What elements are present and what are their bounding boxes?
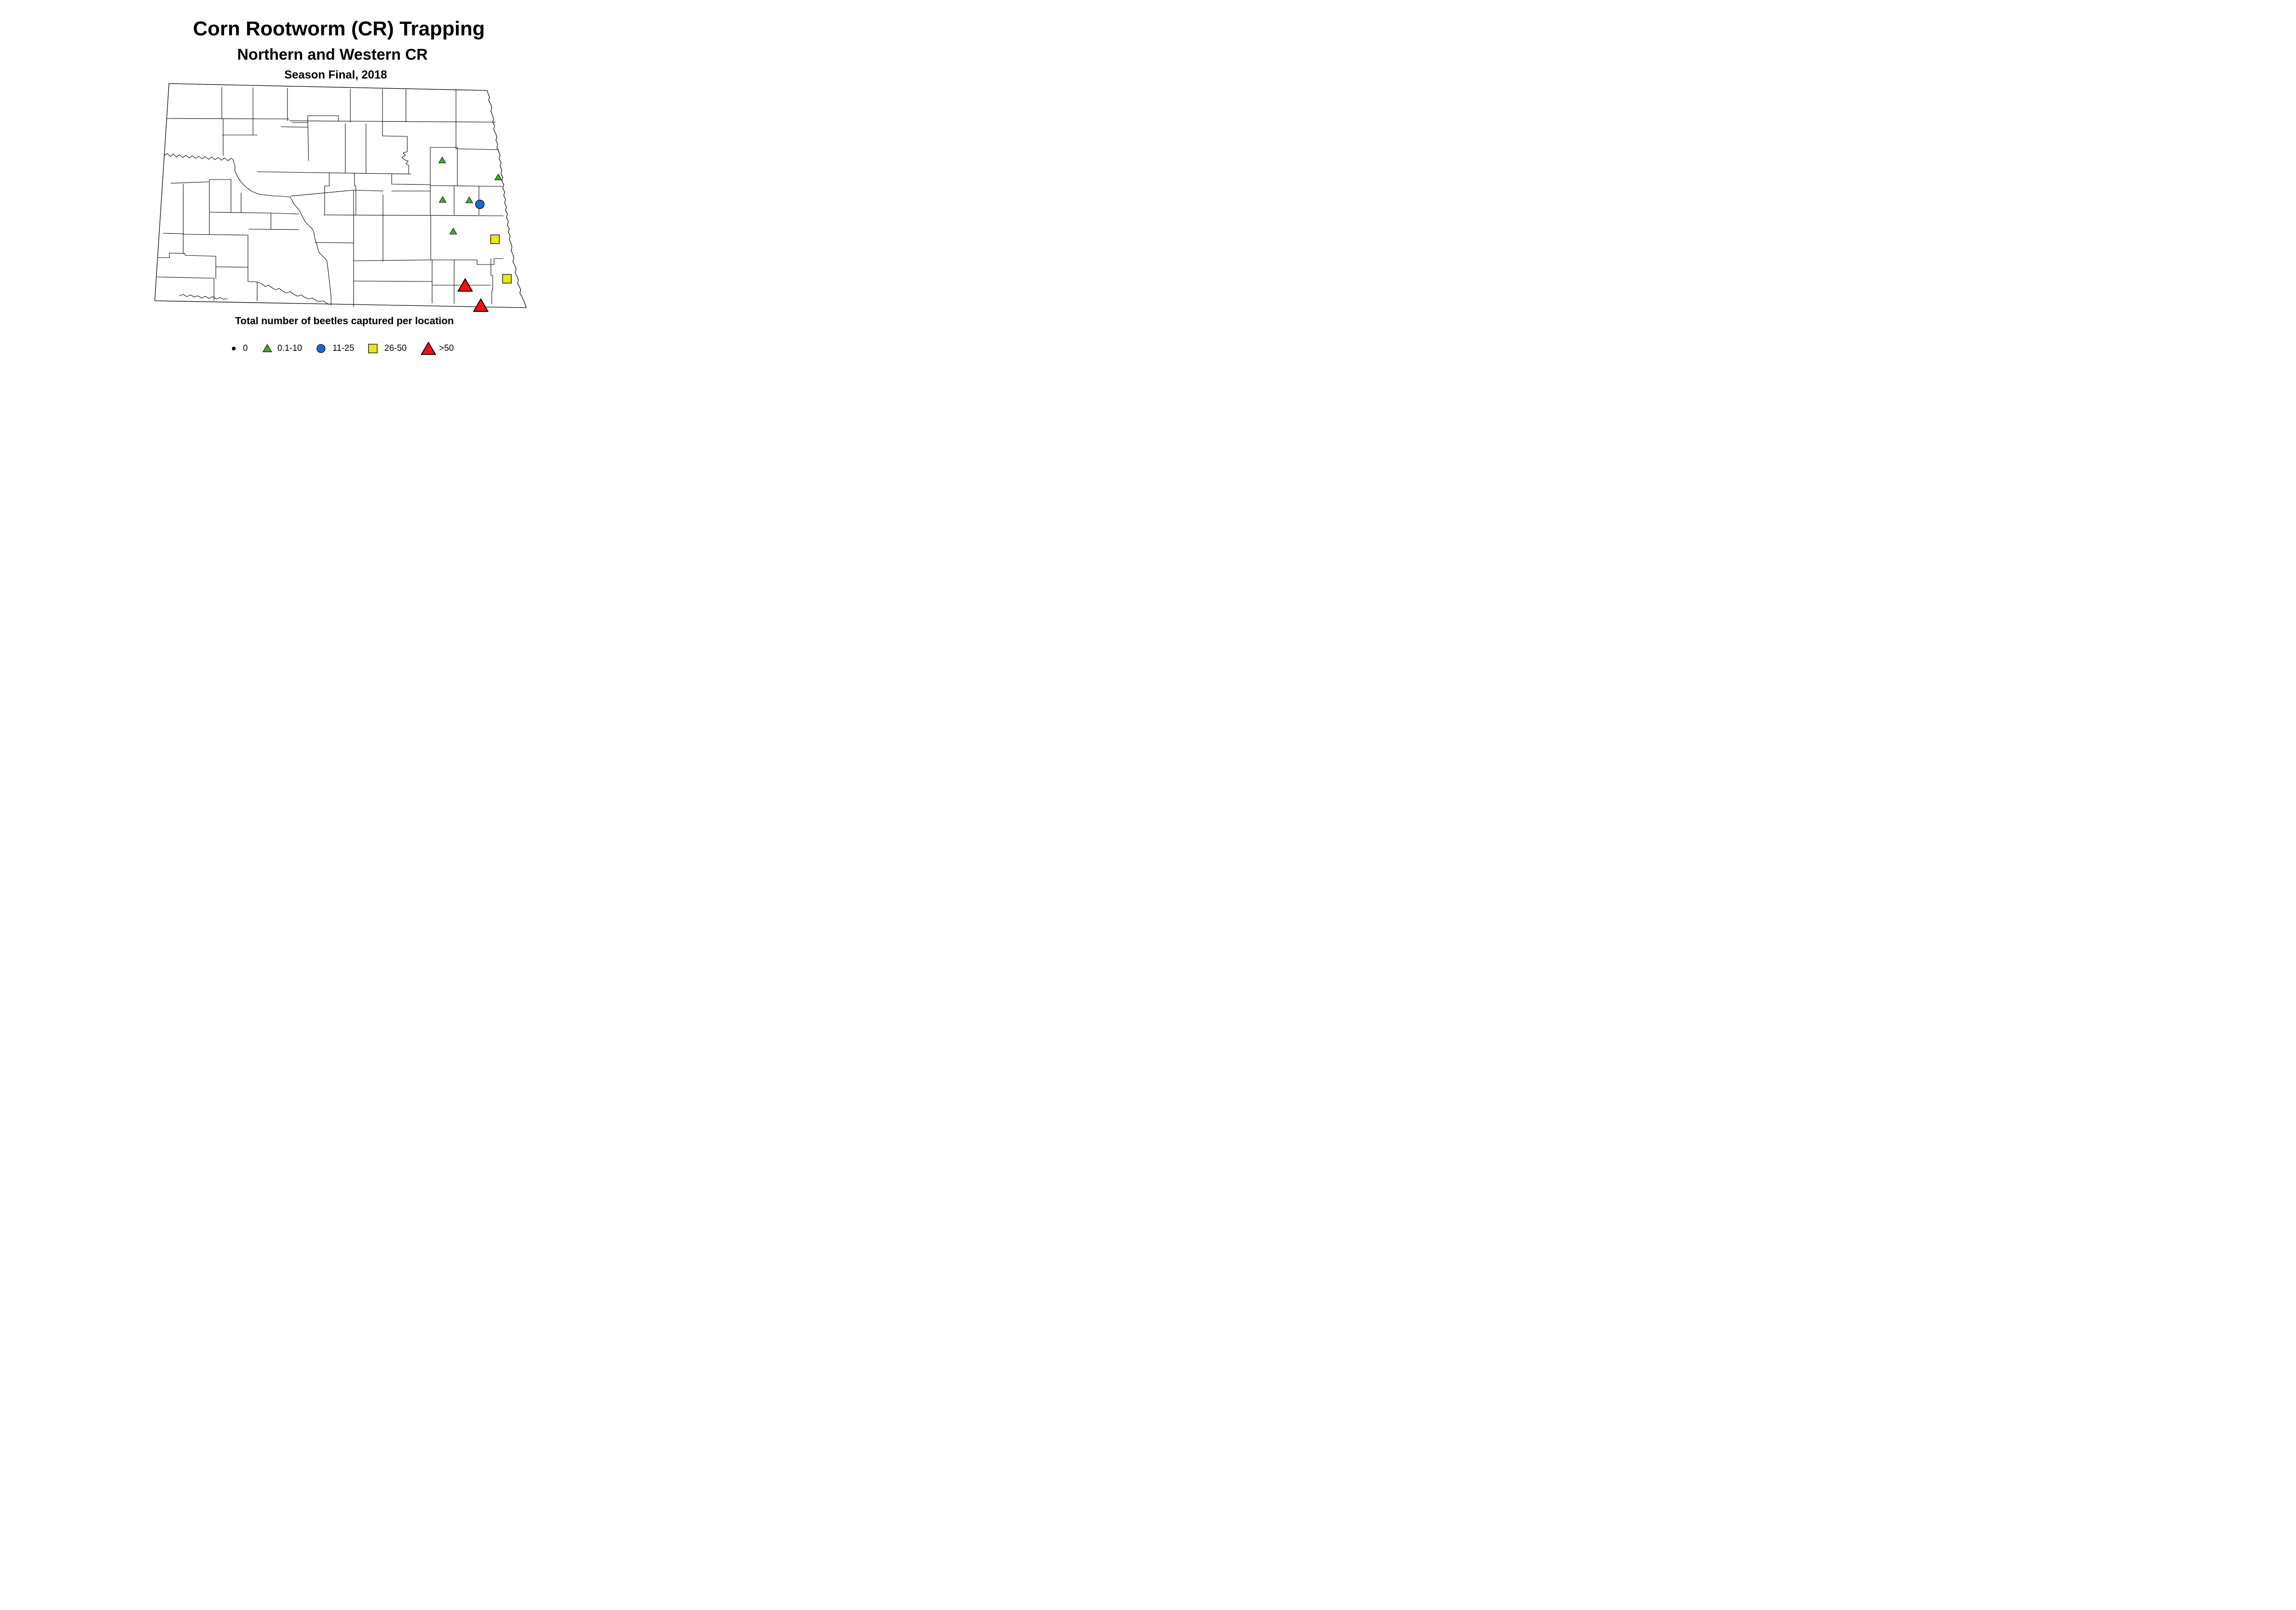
grand-river-boundary [179,294,228,300]
county-boundaries [157,87,504,307]
chart-title: Corn Rootworm (CR) Trapping [193,17,485,40]
map-point-0.1-10 [465,196,473,203]
map-point-0.1-10 [449,227,457,235]
legend-title: Total number of beetles captured per loc… [235,315,454,327]
map-point-26-50 [502,274,512,284]
north-dakota-county-map [154,83,527,312]
map-point->50 [457,278,473,292]
cannonball-river-boundary [257,281,329,305]
missouri-river-boundary [163,153,332,306]
map-point-0.1-10 [494,173,502,180]
map-point-0.1-10 [439,196,447,203]
map-point-26-50 [490,234,500,244]
chart-subtitle: Northern and Western CR [237,46,428,63]
map-point-11-25 [475,199,485,209]
data-points-layer [438,156,512,312]
chart-season-label: Season Final, 2018 [284,68,387,81]
state-outline [154,83,527,308]
figure: Corn Rootworm (CR) Trapping Northern and… [0,0,720,379]
map-point-0.1-10 [438,156,446,163]
map-point->50 [473,298,489,312]
